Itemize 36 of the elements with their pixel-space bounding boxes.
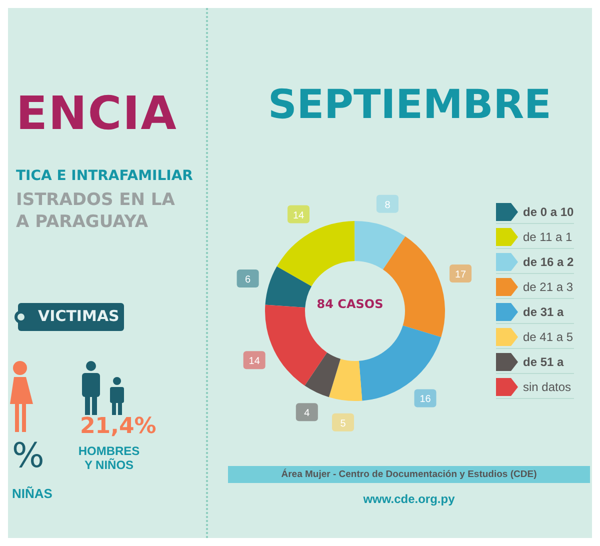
legend-label: de 31 a xyxy=(523,305,564,319)
text: 84 CASOS xyxy=(316,297,384,311)
legend-label: de 11 a 1 xyxy=(523,230,572,244)
donut-slice xyxy=(358,326,442,401)
donut-slice xyxy=(304,352,340,398)
text: 21,4% xyxy=(80,414,156,439)
donut-slice xyxy=(382,236,445,338)
donut-slice xyxy=(265,266,312,308)
text: ENCIA xyxy=(16,86,178,140)
text: ISTRADOS EN LA xyxy=(16,190,175,210)
legend-label: de 0 a 10 xyxy=(523,205,574,219)
data-label: 17 xyxy=(454,269,467,280)
text: % xyxy=(12,436,44,476)
legend-label: de 41 a 5 xyxy=(523,330,574,344)
text: Área Mujer - Centro de Documentación y Estudios (CDE) xyxy=(228,466,590,483)
text: www.cde.org.py xyxy=(362,492,456,506)
donut-slice xyxy=(328,358,362,401)
data-label: 8 xyxy=(384,200,391,211)
data-label: 14 xyxy=(292,210,305,222)
legend-label: de 16 a 2 xyxy=(523,255,574,269)
legend-label: sin datos xyxy=(523,380,572,394)
legend-label: de 21 a 3 xyxy=(523,280,574,294)
text: TICA E INTRAFAMILIAR xyxy=(16,168,193,184)
text: HOMBRES Y NIÑOS xyxy=(77,444,141,472)
text: A PARAGUAYA xyxy=(16,212,148,232)
data-label: 6 xyxy=(245,274,252,286)
data-label: 4 xyxy=(304,408,310,420)
text: NIÑAS xyxy=(12,486,52,501)
chart-title: SEPTIEMBRE xyxy=(268,82,552,128)
donut-slice xyxy=(276,221,355,286)
data-label: 14 xyxy=(248,356,260,368)
data-label: 5 xyxy=(340,418,346,430)
text: VICTIMAS xyxy=(38,307,120,325)
legend-label: de 51 a xyxy=(523,355,564,369)
data-label: 16 xyxy=(420,394,432,406)
donut-slice xyxy=(354,221,406,270)
